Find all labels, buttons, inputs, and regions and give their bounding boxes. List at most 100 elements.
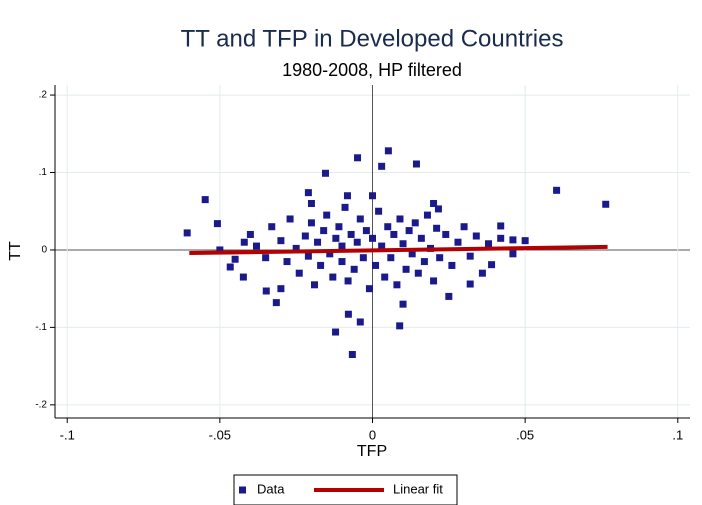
data-point xyxy=(320,227,328,235)
data-point xyxy=(436,254,444,262)
x-tick-label: .05 xyxy=(516,427,534,442)
data-point xyxy=(365,285,373,293)
data-point xyxy=(338,258,346,266)
data-point xyxy=(372,261,380,269)
data-point xyxy=(396,322,404,330)
data-point xyxy=(301,232,309,240)
fit-line xyxy=(189,244,608,256)
data-point xyxy=(378,162,386,170)
data-point xyxy=(323,211,331,219)
data-point xyxy=(240,238,248,246)
legend-label: Linear fit xyxy=(393,481,443,496)
data-point xyxy=(338,242,346,250)
data-point xyxy=(417,234,425,242)
data-point xyxy=(497,234,505,242)
data-point xyxy=(478,269,486,277)
data-point xyxy=(375,207,383,215)
data-point xyxy=(239,273,247,281)
data-point xyxy=(344,310,352,318)
data-point xyxy=(399,240,407,248)
y-axis-title: TT xyxy=(7,241,24,261)
data-point xyxy=(272,299,280,307)
data-point xyxy=(384,223,392,231)
data-point xyxy=(509,250,517,258)
data-point xyxy=(310,281,318,289)
chart-title: TT and TFP in Developed Countries xyxy=(181,25,564,52)
data-point xyxy=(405,227,413,235)
data-point xyxy=(329,273,337,281)
data-point xyxy=(344,277,352,285)
data-point xyxy=(341,203,349,211)
data-point xyxy=(356,318,364,326)
data-point xyxy=(183,229,191,237)
y-tick-label: -.1 xyxy=(35,322,47,333)
data-point xyxy=(356,215,364,223)
data-point xyxy=(402,265,410,273)
x-axis-title: TFP xyxy=(357,443,387,460)
x-tick-label: 0 xyxy=(369,427,376,442)
data-point xyxy=(332,234,340,242)
data-point xyxy=(393,281,401,289)
data-point xyxy=(412,160,420,168)
data-point xyxy=(326,250,334,258)
data-point xyxy=(304,252,312,260)
data-point xyxy=(396,215,404,223)
data-point xyxy=(307,219,315,227)
data-point xyxy=(348,350,356,358)
data-point xyxy=(442,230,450,238)
data-point xyxy=(292,244,300,252)
data-point xyxy=(277,285,285,293)
data-point xyxy=(362,227,370,235)
data-point xyxy=(454,238,462,246)
data-point xyxy=(553,186,561,194)
data-point xyxy=(472,232,480,240)
data-point xyxy=(420,258,428,266)
data-point xyxy=(307,199,315,207)
data-point xyxy=(384,147,392,155)
data-point xyxy=(411,219,419,227)
data-point xyxy=(262,254,270,262)
data-point xyxy=(268,223,276,231)
data-point xyxy=(353,238,361,246)
data-point xyxy=(423,211,431,219)
data-point xyxy=(521,237,529,245)
data-point xyxy=(317,261,325,269)
data-point xyxy=(350,265,358,273)
data-point xyxy=(509,236,517,244)
x-tick-label: .1 xyxy=(672,427,683,442)
data-point xyxy=(304,189,312,197)
data-point xyxy=(335,223,343,231)
data-point xyxy=(213,220,221,228)
data-point xyxy=(262,287,270,295)
data-point xyxy=(488,261,496,269)
data-point xyxy=(359,254,367,262)
data-point xyxy=(466,280,474,288)
data-point xyxy=(448,261,456,269)
data-point xyxy=(434,205,442,213)
data-point xyxy=(369,192,376,200)
data-point xyxy=(485,240,493,248)
data-point xyxy=(414,269,422,277)
x-tick-label: -.1 xyxy=(60,427,75,442)
data-point xyxy=(460,223,468,231)
data-point xyxy=(252,242,260,250)
chart-subtitle: 1980-2008, HP filtered xyxy=(282,60,462,80)
data-point xyxy=(408,250,416,258)
data-point xyxy=(602,200,610,208)
y-tick-label: .2 xyxy=(39,90,48,101)
data-point xyxy=(246,230,254,238)
data-point xyxy=(286,215,294,223)
data-point xyxy=(433,224,441,232)
data-point xyxy=(226,263,234,271)
data-point xyxy=(216,246,224,254)
data-point xyxy=(231,255,239,263)
y-tick-label: 0 xyxy=(41,245,47,256)
data-point xyxy=(430,199,438,207)
legend-label: Data xyxy=(257,481,285,496)
y-tick-label: .1 xyxy=(39,167,48,178)
data-point xyxy=(321,169,329,177)
data-point xyxy=(201,196,209,204)
data-point xyxy=(354,154,362,162)
data-point xyxy=(399,300,407,308)
